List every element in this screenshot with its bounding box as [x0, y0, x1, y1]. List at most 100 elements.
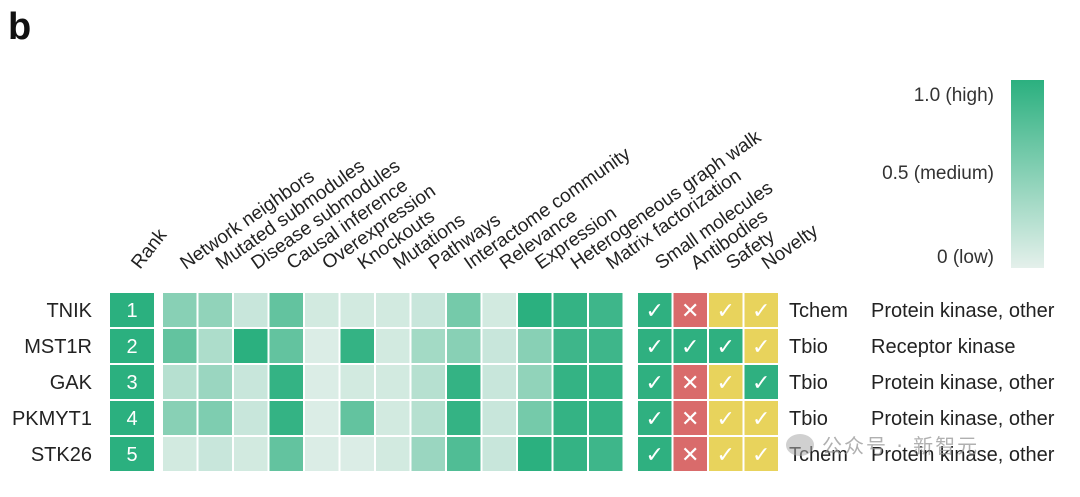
score-cell [234, 437, 268, 471]
flag-caution-icon: ✓ [717, 406, 735, 431]
score-cell [589, 365, 623, 399]
score-cell [305, 329, 339, 363]
score-cell [411, 293, 445, 327]
score-cell [198, 401, 232, 435]
row-tdl-label: Tchem [789, 444, 848, 466]
score-cell [305, 437, 339, 471]
score-cell [518, 437, 552, 471]
color-legend: 1.0 (high) 0.5 (medium) 0 (low) [882, 80, 1044, 268]
row-family-label: Protein kinase, other [871, 300, 1055, 322]
flag-cell [638, 401, 672, 435]
flag-cell [673, 329, 707, 363]
row-tdl-label: Tbio [789, 336, 828, 358]
score-cell [198, 437, 232, 471]
panel-label: b [8, 6, 32, 48]
flag-cell [673, 401, 707, 435]
score-cell [198, 293, 232, 327]
score-cell [163, 401, 197, 435]
score-cell [482, 365, 516, 399]
score-cell [411, 401, 445, 435]
flag-yes-icon: ✓ [646, 406, 664, 431]
flag-cell [744, 293, 778, 327]
score-cell [518, 329, 552, 363]
score-cell [482, 293, 516, 327]
flag-no-icon: ✕ [681, 406, 699, 431]
score-cell [553, 365, 587, 399]
flag-cell [709, 293, 743, 327]
flag-no-icon: ✕ [681, 370, 699, 395]
row-family-label: Protein kinase, other [871, 408, 1055, 430]
score-cell [340, 437, 374, 471]
score-cell [447, 365, 481, 399]
score-cell [269, 293, 303, 327]
score-cell [447, 293, 481, 327]
flag-cell [744, 437, 778, 471]
rank-number: 1 [126, 300, 137, 322]
flag-cell [638, 437, 672, 471]
flag-yes-icon: ✓ [681, 334, 699, 359]
flag-yes-icon: ✓ [646, 442, 664, 467]
score-cell [269, 401, 303, 435]
score-cell [589, 329, 623, 363]
score-cell [234, 329, 268, 363]
score-cell [269, 329, 303, 363]
score-cell [163, 365, 197, 399]
flag-caution-icon: ✓ [752, 334, 770, 359]
flag-yes-icon: ✓ [717, 334, 735, 359]
flag-caution-icon: ✓ [752, 298, 770, 323]
score-cell [589, 437, 623, 471]
rank-number: 4 [126, 408, 137, 430]
score-cell [518, 293, 552, 327]
score-cell [340, 401, 374, 435]
score-cell [482, 437, 516, 471]
score-cell [163, 437, 197, 471]
flag-no-icon: ✕ [681, 298, 699, 323]
score-cell [376, 329, 410, 363]
score-cell [269, 437, 303, 471]
flag-cell [744, 329, 778, 363]
score-cell [376, 401, 410, 435]
row-gene-label: TNIK [46, 300, 92, 322]
flag-cell [709, 401, 743, 435]
score-cell [482, 401, 516, 435]
flag-yes-icon: ✓ [646, 370, 664, 395]
flag-cell [744, 401, 778, 435]
flag-yes-icon: ✓ [646, 298, 664, 323]
legend-mid-label: 0.5 (medium) [882, 163, 994, 184]
row-family-label: Protein kinase, other [871, 372, 1055, 394]
legend-max-label: 1.0 (high) [914, 85, 994, 106]
score-cell [411, 329, 445, 363]
score-cell [411, 437, 445, 471]
flag-cell [709, 437, 743, 471]
flag-cell [638, 365, 672, 399]
score-cell [553, 329, 587, 363]
rank-cell [110, 329, 154, 363]
flag-caution-icon: ✓ [752, 442, 770, 467]
row-family-label: Protein kinase, other [871, 444, 1055, 466]
flag-caution-icon: ✓ [717, 298, 735, 323]
flag-cell [709, 329, 743, 363]
flag-caution-icon: ✓ [717, 370, 735, 395]
legend-gradient-bar [1011, 80, 1044, 268]
score-cell [305, 293, 339, 327]
flag-caution-icon: ✓ [717, 442, 735, 467]
score-cell [482, 329, 516, 363]
flag-cell [673, 293, 707, 327]
rank-number: 3 [126, 372, 137, 394]
score-cell [376, 293, 410, 327]
score-cell [234, 401, 268, 435]
score-cell [198, 365, 232, 399]
score-cell [518, 365, 552, 399]
flag-caution-icon: ✓ [752, 406, 770, 431]
heatmap-rows: TNIK 1 ✓ ✕ ✓ ✓ Tchem Protein kinase, other MST1R… [12, 293, 1055, 471]
flag-yes-icon: ✓ [646, 334, 664, 359]
score-cell [553, 437, 587, 471]
flag-yes-icon: ✓ [752, 370, 770, 395]
row-gene-label: GAK [50, 372, 93, 394]
score-cell [234, 293, 268, 327]
score-cell [518, 401, 552, 435]
rank-cell [110, 365, 154, 399]
row-tdl-label: Tchem [789, 300, 848, 322]
rank-number: 2 [126, 336, 137, 358]
